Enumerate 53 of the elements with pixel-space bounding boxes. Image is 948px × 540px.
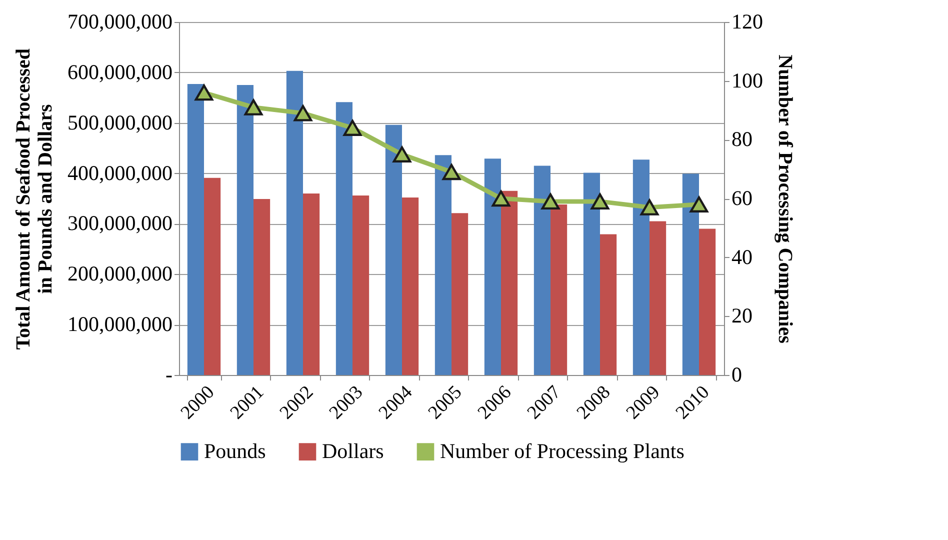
bar — [682, 174, 699, 375]
y2-tick-label: 80 — [732, 127, 752, 152]
bar — [534, 166, 550, 375]
bar — [583, 172, 600, 375]
bar — [236, 85, 254, 375]
bar — [452, 213, 468, 375]
y-tick-label: 400,000,000 — [68, 160, 172, 185]
bar — [650, 221, 666, 375]
y-tick-label: 500,000,000 — [68, 110, 172, 134]
point — [541, 193, 560, 210]
bar — [187, 84, 204, 375]
bar — [204, 178, 221, 375]
y2-tick-label: 60 — [732, 186, 752, 210]
point — [194, 84, 214, 101]
y-tick-label: 300,000,000 — [68, 211, 172, 236]
point — [294, 105, 312, 122]
y-tick-label: 200,000,000 — [68, 262, 172, 286]
bar — [434, 155, 452, 375]
y2-tick-label: 100 — [732, 68, 763, 92]
bar — [336, 102, 352, 375]
point — [690, 196, 708, 212]
bar — [286, 70, 303, 375]
y-tick-label: 600,000,000 — [68, 60, 172, 84]
y2-axis-title: Number of Processing Companies — [774, 54, 796, 344]
point — [492, 190, 510, 207]
point — [244, 99, 263, 116]
bar — [699, 228, 716, 375]
legend-label: Pounds — [204, 438, 266, 463]
y-tick-label: 100,000,000 — [68, 312, 172, 336]
point — [442, 164, 461, 180]
bar — [600, 234, 617, 375]
bar — [385, 124, 402, 375]
y-tick-label: 700,000,000 — [68, 10, 172, 34]
point — [392, 146, 412, 162]
bar — [402, 197, 419, 375]
bar — [501, 190, 518, 375]
y2-tick-label: 0 — [732, 362, 742, 386]
bar — [550, 204, 568, 375]
y2-tick-label: 40 — [732, 244, 752, 269]
y-tick-label: - — [166, 362, 172, 386]
y2-tick-label: 20 — [732, 304, 752, 328]
point — [590, 193, 610, 210]
y-axis-title: Total Amount of Seafood Processed in Pounds and Dollars — [12, 48, 56, 350]
point — [640, 199, 659, 216]
legend-label: Number of Processing Plants — [440, 438, 684, 463]
y2-tick-label: 120 — [732, 10, 763, 34]
legend-label: Dollars — [322, 438, 384, 463]
point — [343, 120, 362, 136]
bar — [484, 158, 501, 375]
bar — [632, 160, 650, 375]
bar — [254, 199, 270, 375]
bar — [352, 195, 370, 375]
bar — [303, 193, 320, 375]
